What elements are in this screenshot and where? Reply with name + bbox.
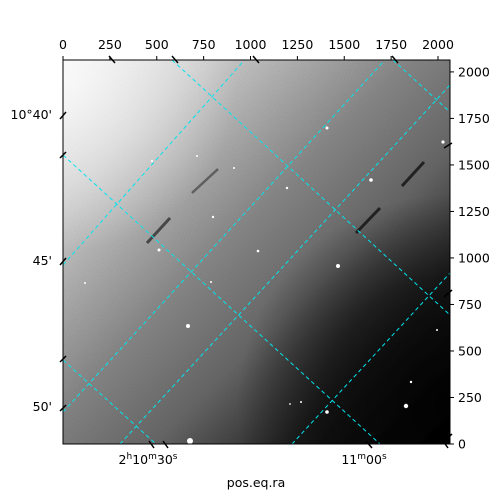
top-tick-label: 2000 [422, 37, 454, 52]
top-tick-label: 250 [98, 37, 122, 52]
top-pixel-axis: 0 250 500 750 1000 1250 1500 1750 2000 [59, 37, 454, 60]
right-tick-label: 250 [458, 390, 482, 405]
top-tick-label: 1250 [281, 37, 313, 52]
right-tick-label: 1750 [458, 111, 490, 126]
trail-streak [400, 160, 426, 188]
right-tick-label: 500 [458, 343, 482, 358]
top-tick-label: 500 [145, 37, 169, 52]
right-tick-label: 750 [458, 297, 482, 312]
sky-image [63, 60, 450, 444]
dec-label-45: 45' [33, 253, 52, 268]
ra-label-1100: 11m00s [341, 452, 387, 467]
ra-label-1030: 2h10m30s [119, 452, 178, 467]
x-axis-title: pos.eq.ra [227, 475, 285, 490]
top-tick-label: 1500 [328, 37, 360, 52]
top-tick-label: 1750 [375, 37, 407, 52]
trail-streak [191, 168, 219, 194]
trail-streak [354, 206, 382, 235]
top-tick-label: 1000 [235, 37, 267, 52]
coordinate-grid [63, 60, 450, 444]
right-tick-label: 1000 [458, 250, 490, 265]
right-tick-label: 1500 [458, 157, 490, 172]
right-tick-label: 0 [458, 437, 466, 452]
right-pixel-axis: 0 250 500 750 1000 1250 1500 1750 2000 [450, 64, 490, 452]
ra-axis: 2h10m30s 11m00s [108, 55, 449, 467]
top-tick-label: 750 [192, 37, 216, 52]
top-tick-label: 0 [59, 37, 67, 52]
right-tick-label: 2000 [458, 64, 490, 79]
stars [84, 126, 445, 444]
dec-axis: 10°40' 45' 50' [11, 107, 453, 442]
trail-streak [145, 216, 172, 245]
dec-label-50: 50' [33, 399, 52, 414]
dec-label-40: 10°40' [11, 107, 53, 122]
right-tick-label: 1250 [458, 204, 490, 219]
